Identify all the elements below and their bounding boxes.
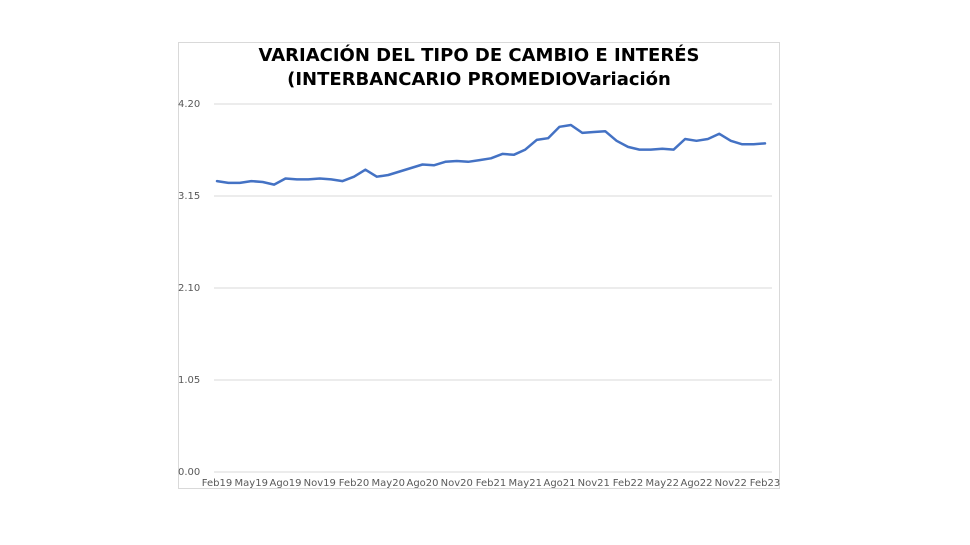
x-tick-label: May19 xyxy=(235,478,268,489)
x-tick-label: May22 xyxy=(646,478,679,489)
chart-frame xyxy=(178,42,780,489)
x-tick-label: Nov20 xyxy=(441,478,473,489)
y-tick-label: 2.10 xyxy=(178,283,200,294)
y-tick-label: 4.20 xyxy=(178,99,200,110)
chart-title-line-2: (INTERBANCARIO PROMEDIOVariación xyxy=(287,69,671,90)
x-tick-label: Ago21 xyxy=(543,478,575,489)
x-tick-label: May21 xyxy=(509,478,542,489)
x-tick-label: Feb19 xyxy=(202,478,232,489)
x-tick-label: Nov19 xyxy=(304,478,336,489)
x-tick-label: Nov22 xyxy=(715,478,747,489)
x-tick-label: Ago22 xyxy=(680,478,712,489)
x-tick-label: Feb22 xyxy=(613,478,643,489)
series-line xyxy=(215,123,767,186)
y-tick-label: 3.15 xyxy=(178,191,200,202)
y-tick-label: 1.05 xyxy=(178,375,200,386)
x-tick-label: Ago19 xyxy=(269,478,301,489)
x-tick-label: Feb21 xyxy=(476,478,506,489)
x-tick-label: Feb23 xyxy=(750,478,780,489)
x-tick-label: May20 xyxy=(372,478,405,489)
chart-title-line-1: VARIACIÓN DEL TIPO DE CAMBIO E INTERÉS xyxy=(258,45,700,66)
x-tick-label: Nov21 xyxy=(578,478,610,489)
x-tick-label: Ago20 xyxy=(406,478,438,489)
x-tick-label: Feb20 xyxy=(339,478,369,489)
y-tick-label: 0.00 xyxy=(178,467,200,478)
chart-title: VARIACIÓN DEL TIPO DE CAMBIO E INTERÉS (… xyxy=(178,44,780,92)
